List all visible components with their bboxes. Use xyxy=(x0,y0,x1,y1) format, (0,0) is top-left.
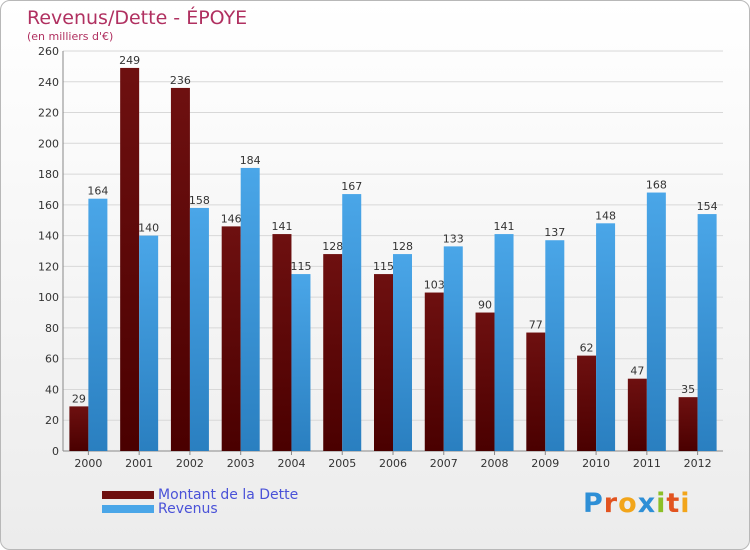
y-tick-label: 80 xyxy=(45,322,59,335)
data-label-revenue: 164 xyxy=(87,185,108,198)
bar-debt xyxy=(170,87,190,451)
bar-debt xyxy=(424,292,444,451)
y-tick-label: 160 xyxy=(38,199,59,212)
x-tick-label: 2002 xyxy=(176,457,204,470)
bar-revenue xyxy=(88,198,108,451)
legend-swatch-revenue xyxy=(102,505,154,513)
data-label-revenue: 158 xyxy=(189,194,210,207)
logo-letter: o xyxy=(618,488,638,519)
y-tick-label: 240 xyxy=(38,76,59,89)
y-tick-label: 100 xyxy=(38,291,59,304)
logo-letter: i xyxy=(680,488,691,519)
legend-label-revenue: Revenus xyxy=(158,501,218,517)
data-label-revenue: 141 xyxy=(494,220,515,233)
x-tick-label: 2000 xyxy=(74,457,102,470)
bar-revenue xyxy=(139,235,159,451)
data-label-revenue: 168 xyxy=(646,179,667,192)
bar-debt xyxy=(577,355,597,451)
bar-debt xyxy=(627,378,647,451)
data-label-debt: 249 xyxy=(119,54,140,67)
bar-revenue xyxy=(291,274,311,451)
y-tick-label: 180 xyxy=(38,168,59,181)
bar-revenue xyxy=(697,214,717,451)
data-label-revenue: 137 xyxy=(544,226,565,239)
bar-debt xyxy=(120,67,140,451)
x-tick-label: 2005 xyxy=(328,457,356,470)
bar-revenue xyxy=(494,234,514,451)
y-tick-label: 120 xyxy=(38,260,59,273)
y-tick-label: 220 xyxy=(38,107,59,120)
data-label-revenue: 133 xyxy=(443,232,464,245)
data-label-debt: 146 xyxy=(221,212,242,225)
x-tick-label: 2001 xyxy=(125,457,153,470)
bar-revenue xyxy=(240,167,260,451)
proxiti-logo: Proxiti xyxy=(583,488,691,519)
x-tick-label: 2003 xyxy=(227,457,255,470)
data-label-revenue: 128 xyxy=(392,240,413,253)
bar-debt xyxy=(475,312,495,451)
x-tick-label: 2006 xyxy=(379,457,407,470)
logo-letter: i xyxy=(656,488,667,519)
legend-item-revenue: Revenus xyxy=(102,502,218,516)
bar-debt xyxy=(323,254,343,451)
x-tick-label: 2008 xyxy=(481,457,509,470)
y-tick-label: 20 xyxy=(45,414,59,427)
data-label-debt: 236 xyxy=(170,74,191,87)
bar-revenue xyxy=(393,254,412,451)
x-tick-label: 2007 xyxy=(430,457,458,470)
data-label-debt: 35 xyxy=(681,383,695,396)
y-tick-label: 40 xyxy=(45,383,59,396)
chart-subtitle: (en milliers d'€) xyxy=(27,30,114,43)
data-label-debt: 115 xyxy=(373,260,394,273)
bar-revenue xyxy=(596,223,616,451)
x-tick-label: 2011 xyxy=(633,457,661,470)
x-tick-label: 2009 xyxy=(531,457,559,470)
data-label-debt: 128 xyxy=(322,240,343,253)
data-label-debt: 29 xyxy=(72,392,86,405)
legend-label-debt: Montant de la Dette xyxy=(158,487,299,503)
data-label-revenue: 154 xyxy=(697,200,718,213)
data-label-revenue: 167 xyxy=(341,180,362,193)
data-label-debt: 141 xyxy=(271,220,292,233)
bar-debt xyxy=(69,406,89,451)
logo-letter: x xyxy=(637,488,657,519)
bar-revenue xyxy=(189,207,209,451)
bar-debt xyxy=(221,226,241,451)
bar-revenue xyxy=(342,194,362,452)
y-tick-label: 60 xyxy=(45,353,59,366)
data-label-debt: 62 xyxy=(580,342,594,355)
x-tick-label: 2012 xyxy=(684,457,712,470)
bar-revenue xyxy=(646,192,666,452)
data-label-debt: 90 xyxy=(478,299,492,312)
bar-debt xyxy=(526,332,546,451)
data-label-revenue: 184 xyxy=(240,154,261,167)
data-label-debt: 47 xyxy=(630,365,644,378)
data-label-revenue: 140 xyxy=(138,222,159,235)
data-label-revenue: 148 xyxy=(595,209,616,222)
y-tick-label: 200 xyxy=(38,137,59,150)
legend-swatch-debt xyxy=(102,491,154,499)
legend-item-debt: Montant de la Dette xyxy=(102,488,298,502)
bar-debt xyxy=(374,274,393,451)
y-tick-label: 140 xyxy=(38,230,59,243)
x-tick-label: 2004 xyxy=(277,457,305,470)
bar-revenue xyxy=(443,246,463,451)
bar-revenue xyxy=(545,240,565,451)
logo-letter: t xyxy=(666,488,681,519)
data-label-revenue: 115 xyxy=(290,260,311,273)
data-label-debt: 77 xyxy=(529,319,543,332)
logo-letter: P xyxy=(583,488,604,519)
data-label-debt: 103 xyxy=(424,279,445,292)
logo-letter: r xyxy=(603,488,619,519)
bar-debt xyxy=(272,234,292,451)
bar-debt xyxy=(678,397,698,451)
x-tick-label: 2010 xyxy=(582,457,610,470)
y-tick-label: 0 xyxy=(52,445,59,458)
chart-title: Revenus/Dette - ÉPOYE xyxy=(27,7,248,29)
y-tick-label: 260 xyxy=(38,45,59,58)
